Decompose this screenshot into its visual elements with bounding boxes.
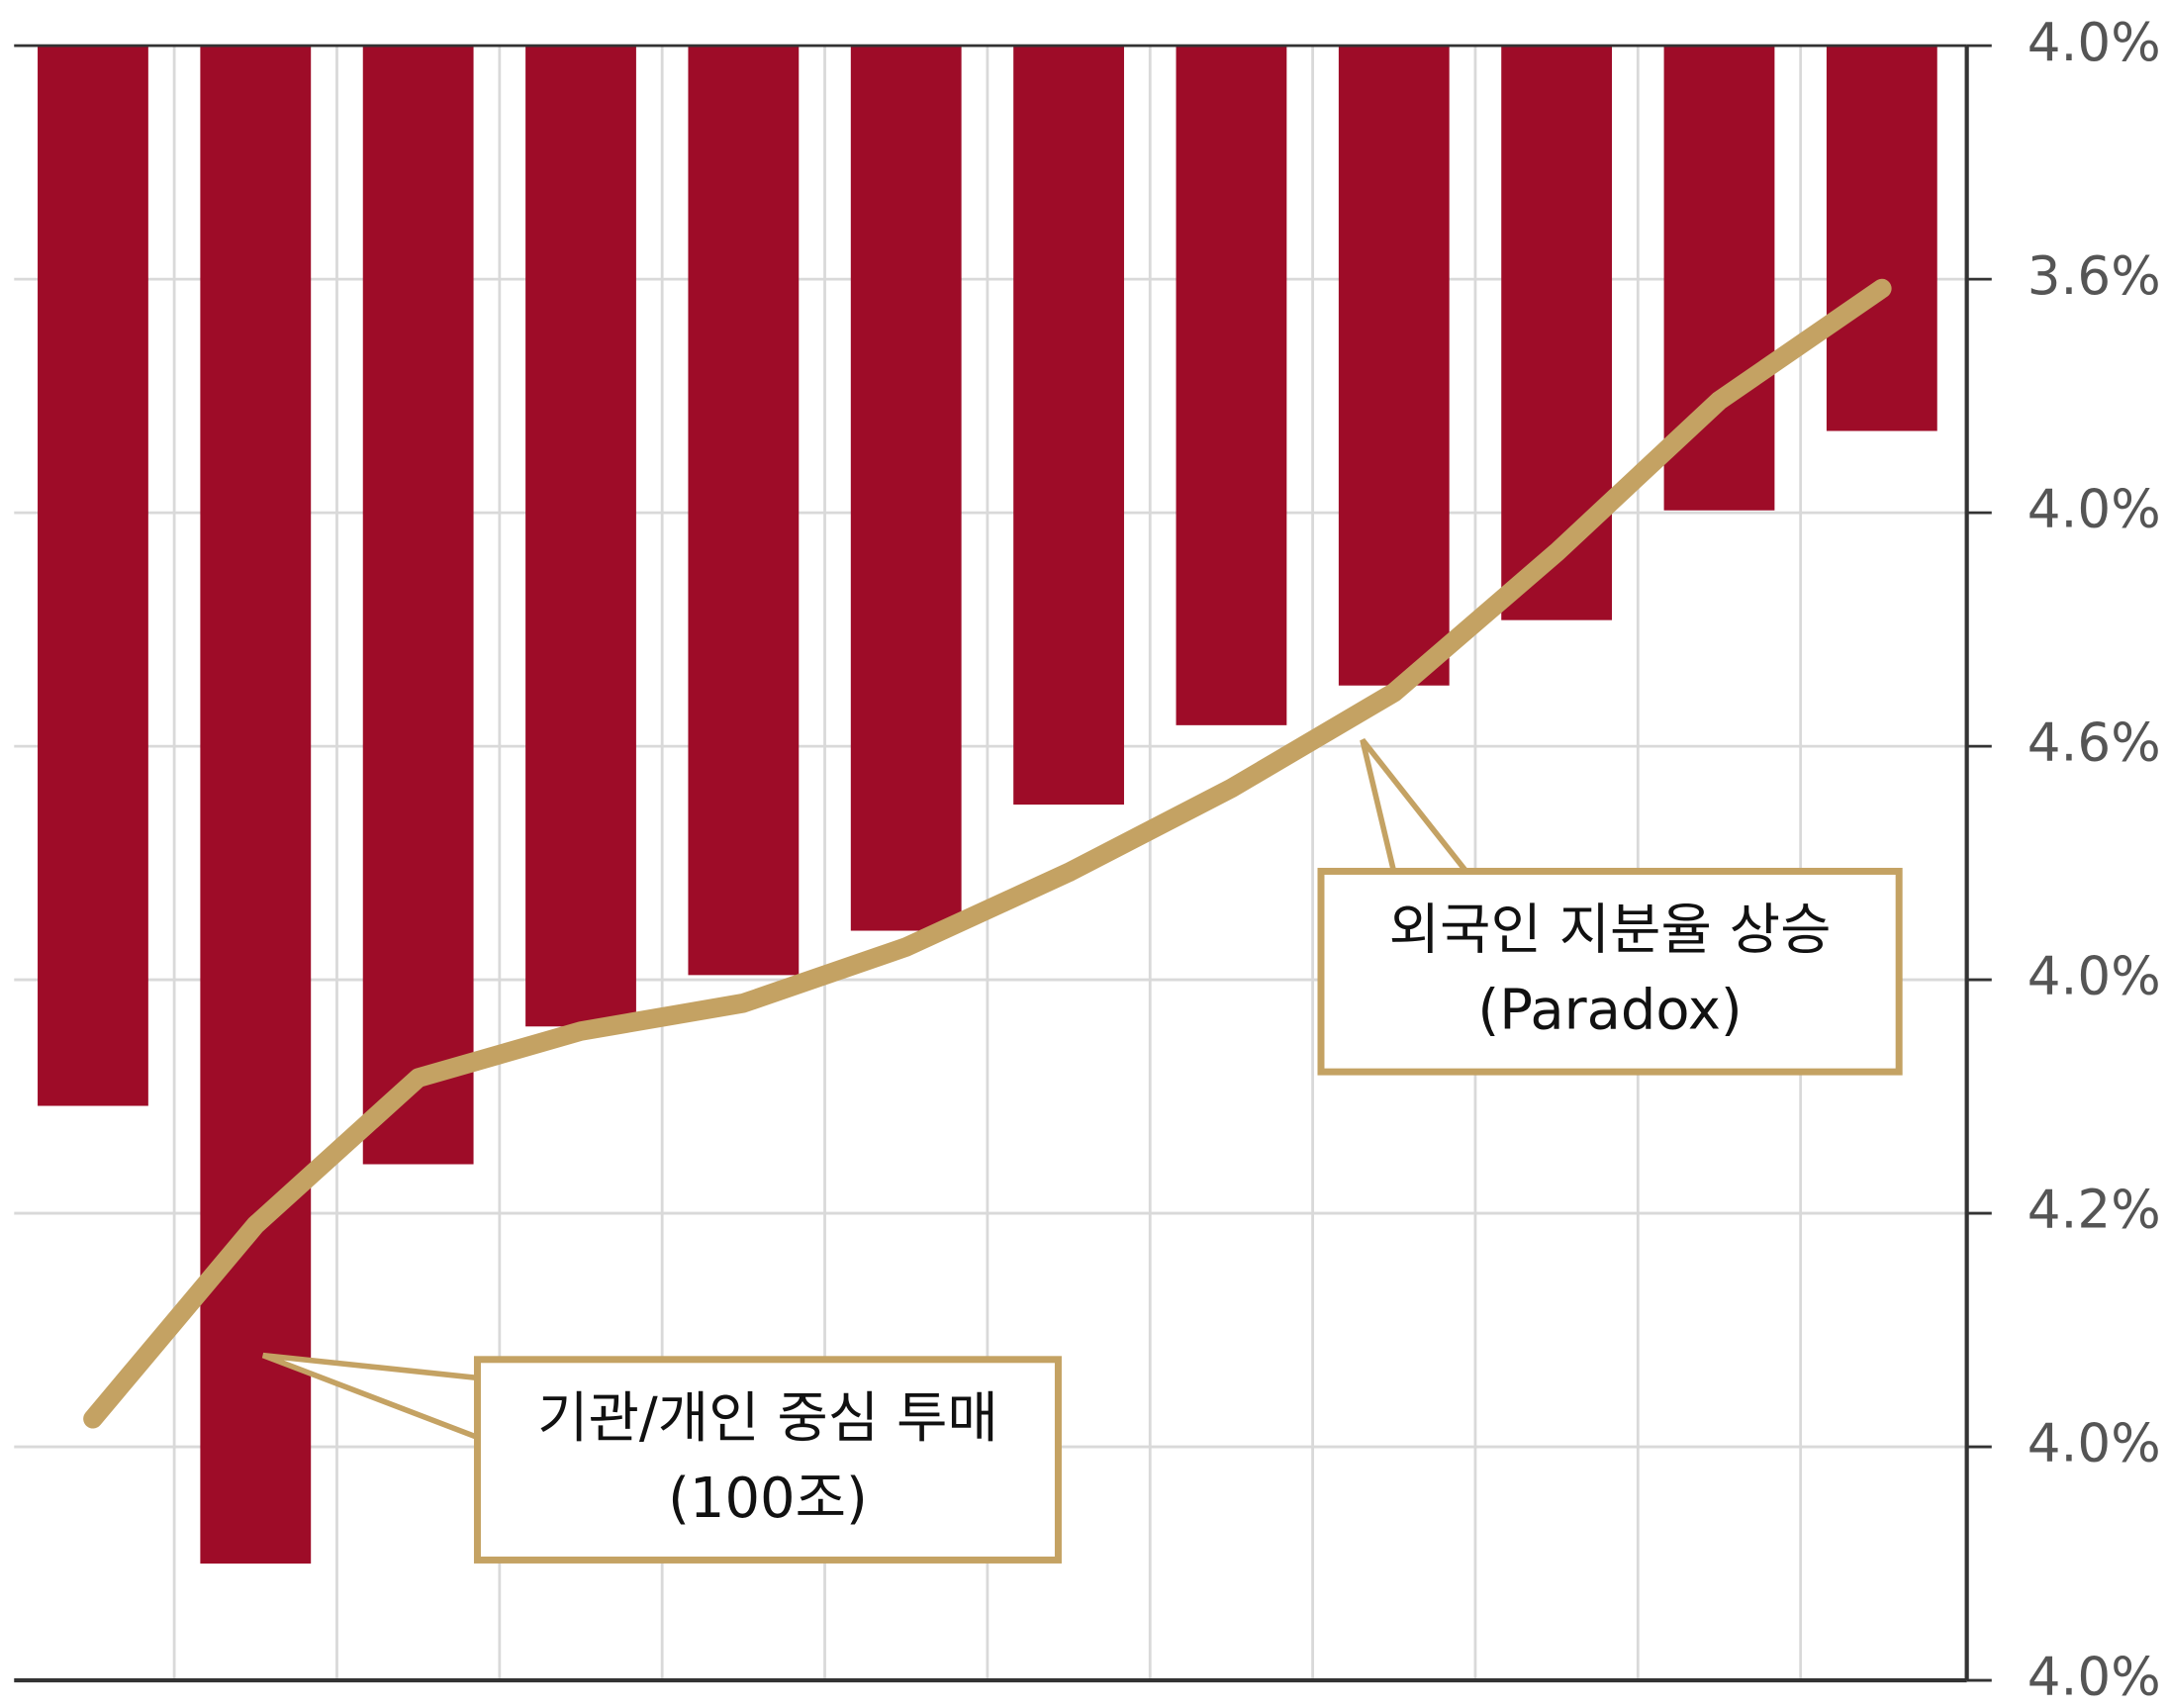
bar xyxy=(1501,46,1613,620)
y-tick-label: 3.6% xyxy=(2028,245,2161,307)
bar xyxy=(1013,46,1124,806)
y-tick-label: 4.0% xyxy=(2028,479,2161,540)
line xyxy=(83,278,1892,1429)
callout-box-inner xyxy=(483,1365,1053,1555)
y-tick-label: 4.0% xyxy=(2028,946,2161,1007)
bar xyxy=(362,46,474,1165)
y-tick-label: 4.6% xyxy=(2028,712,2161,774)
bar xyxy=(525,46,636,1027)
bar xyxy=(38,46,148,1106)
bar xyxy=(1176,46,1287,725)
y-tick-label: 4.0% xyxy=(2028,1413,2161,1474)
y-tick-label: 4.0% xyxy=(2028,1647,2161,1708)
bar xyxy=(200,46,312,1565)
bar xyxy=(850,46,962,931)
y-tick-label: 4.0% xyxy=(2028,12,2161,73)
bar xyxy=(1826,46,1937,431)
bar xyxy=(1338,46,1450,686)
callout-text: 기관/개인 중심 투매 xyxy=(537,1386,998,1451)
callout-text: 외국인 지분율 상승 xyxy=(1389,899,1832,963)
callout-text: (Paradox) xyxy=(1477,979,1742,1043)
bar xyxy=(688,46,800,976)
callout-text: (100조) xyxy=(668,1467,868,1531)
y-tick-label: 4.2% xyxy=(2028,1180,2161,1241)
callout-box-inner xyxy=(1326,877,1894,1067)
